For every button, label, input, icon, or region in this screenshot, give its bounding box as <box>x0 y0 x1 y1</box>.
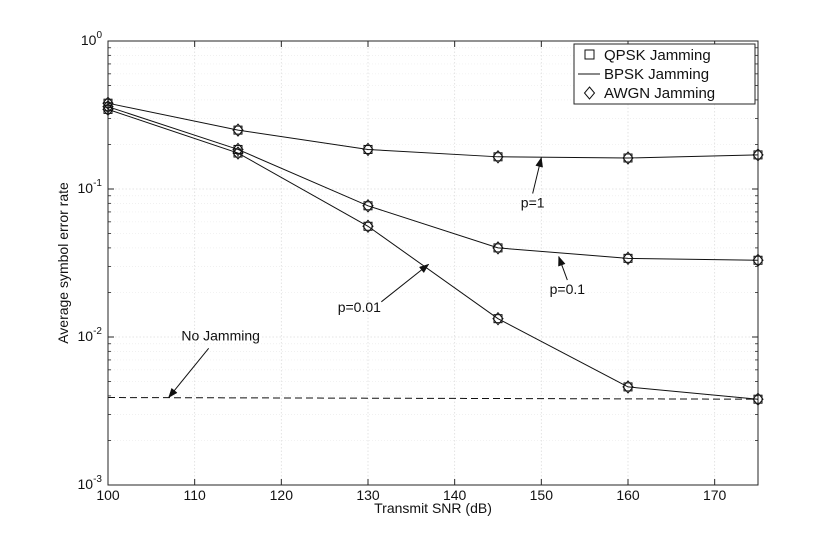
x-tick-label: 130 <box>356 487 380 503</box>
qpsk-square-marker <box>623 382 633 392</box>
awgn-diamond-marker <box>362 219 374 234</box>
annotation-arrow-line <box>381 263 429 303</box>
x-tick-label: 170 <box>703 487 727 503</box>
awgn-diamond-marker <box>622 251 634 266</box>
no-jamming-line <box>107 397 759 400</box>
qpsk-square-marker <box>363 201 373 211</box>
qpsk-square-marker <box>363 144 373 154</box>
annotation-label: p=0.01 <box>338 299 381 315</box>
legend-label-qpsk: QPSK Jamming <box>604 47 711 64</box>
y-tick-label: 10-1 <box>78 178 103 196</box>
awgn-diamond-marker <box>362 199 374 213</box>
annotation-label: No Jamming <box>181 327 260 343</box>
legend-label-awgn: AWGN Jamming <box>604 85 715 102</box>
qpsk-square-marker <box>363 221 373 231</box>
x-tick-label: 160 <box>616 487 640 503</box>
x-axis-label: Transmit SNR (dB) <box>374 500 492 516</box>
plot-area <box>108 41 758 485</box>
awgn-diamond-marker <box>232 123 244 137</box>
series-line <box>107 108 759 400</box>
plot-frame <box>107 40 759 486</box>
awgn-diamond-marker <box>492 241 504 255</box>
y-tick-label: 10-2 <box>78 326 103 344</box>
annotation-arrow-line <box>168 347 210 398</box>
awgn-diamond-marker <box>622 151 634 165</box>
awgn-diamond-marker <box>232 146 244 160</box>
annotation-label: p=1 <box>521 194 545 210</box>
qpsk-square-marker <box>623 253 633 263</box>
annotation: No Jamming <box>168 327 260 399</box>
legend-box <box>573 43 756 105</box>
legend-diamond-marker <box>583 86 596 100</box>
x-tick-label: 140 <box>443 487 467 503</box>
annotations: p=1 p=0.1 p=0.01 No Jamming <box>168 156 586 399</box>
awgn-diamond-marker <box>232 142 244 157</box>
series-p=0.01 <box>102 102 764 406</box>
annotation: p=0.1 <box>550 255 586 297</box>
awgn-diamond-marker <box>492 150 504 164</box>
y-tick-label: 10-3 <box>78 474 103 492</box>
x-tick-label: 150 <box>530 487 554 503</box>
annotation-arrowhead <box>558 255 566 267</box>
qpsk-square-marker <box>493 152 503 162</box>
x-tick-label: 120 <box>270 487 294 503</box>
annotation-arrowhead <box>535 156 543 168</box>
qpsk-square-marker <box>493 314 503 324</box>
annotation-arrowhead <box>168 387 178 399</box>
y-tick-label: 100 <box>81 30 103 48</box>
x-tick-label: 100 <box>96 487 120 503</box>
qpsk-square-marker <box>233 125 243 135</box>
series-p=0.1 <box>102 99 764 268</box>
series-line <box>107 106 759 261</box>
legend-square-marker <box>584 49 595 60</box>
awgn-diamond-marker <box>492 311 504 326</box>
reference-line <box>107 397 759 400</box>
annotation-arrowhead <box>419 263 430 274</box>
annotation: p=1 <box>521 156 545 210</box>
qpsk-square-marker <box>623 153 633 163</box>
ticks: 100 110 120 130 140 150 160 170 100 10-1 10-2 10-3 <box>78 30 758 503</box>
annotation: p=0.01 <box>338 263 430 315</box>
annotation-label: p=0.1 <box>550 281 586 297</box>
awgn-diamond-marker <box>622 380 634 394</box>
x-tick-label: 110 <box>184 487 207 503</box>
series-line <box>107 102 759 159</box>
qpsk-square-marker <box>233 148 243 158</box>
y-axis-label: Average symbol error rate <box>55 182 71 344</box>
grid <box>107 41 758 486</box>
legend-label-bpsk: BPSK Jamming <box>604 66 709 83</box>
legend: QPSK Jamming BPSK Jamming AWGN Jamming <box>573 43 756 105</box>
awgn-diamond-marker <box>362 142 374 157</box>
qpsk-square-marker <box>493 243 503 253</box>
